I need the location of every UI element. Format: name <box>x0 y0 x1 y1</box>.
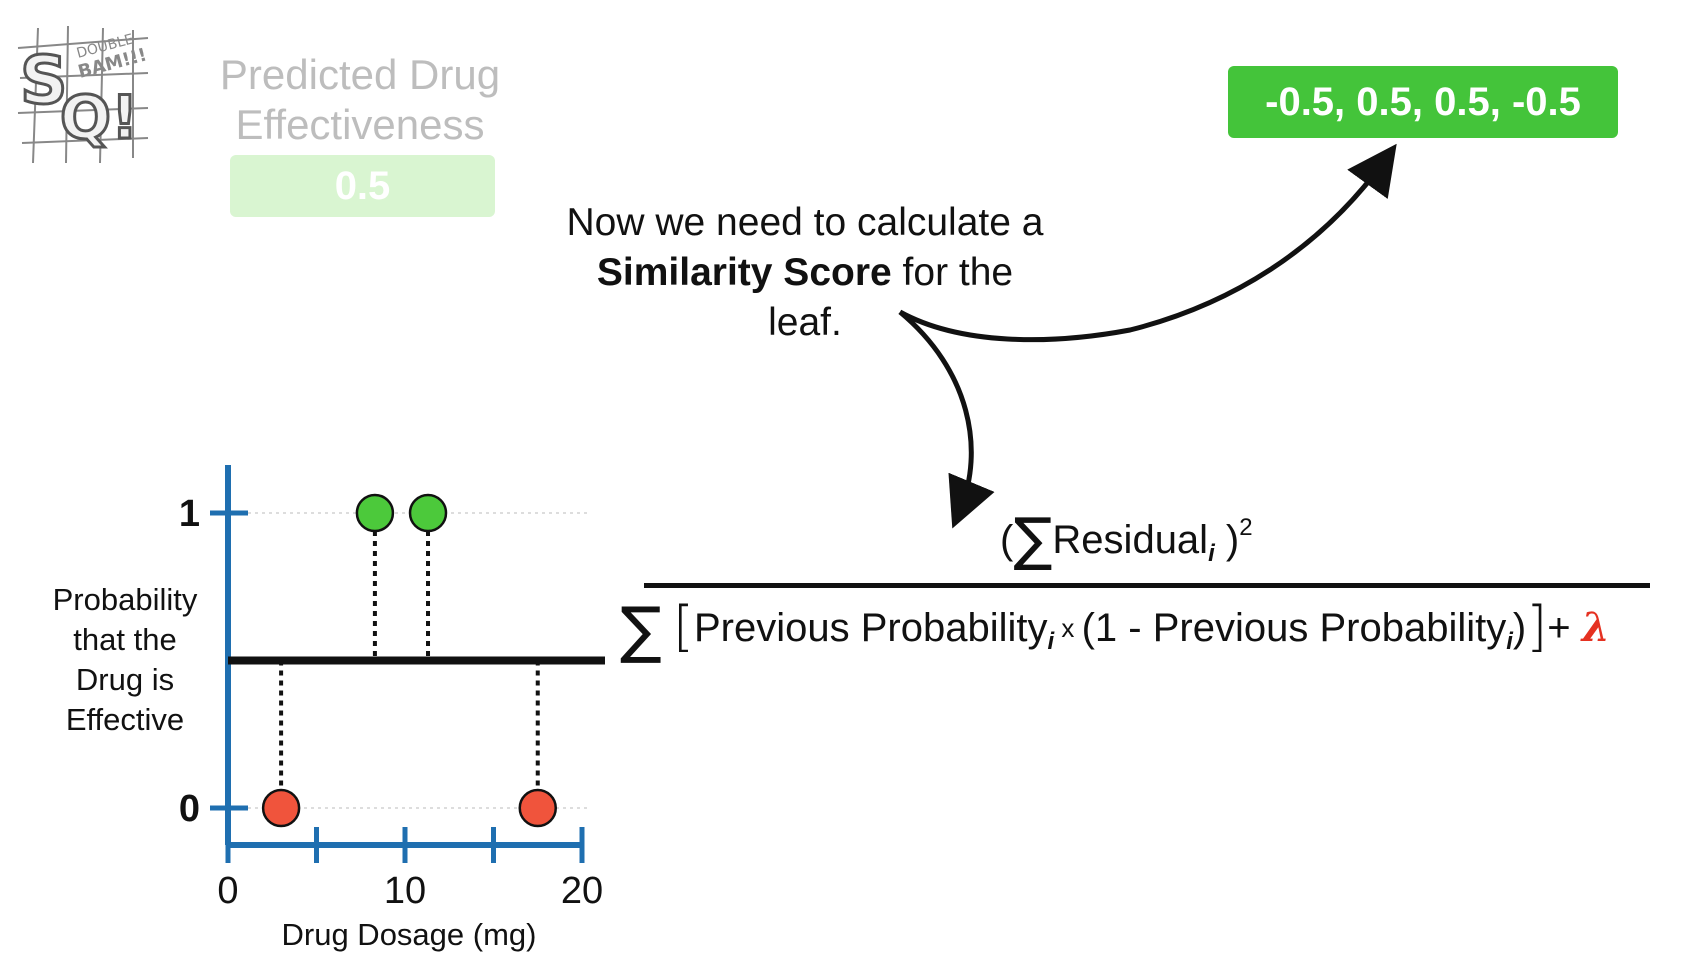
residuals-box: -0.5, 0.5, 0.5, -0.5 <box>1228 66 1618 138</box>
data-point-effective <box>408 493 448 533</box>
den-right-bracket: ] <box>1526 595 1548 658</box>
svg-text:Q!: Q! <box>60 83 138 153</box>
y-axis-label: Probability that the Drug is Effective <box>40 580 210 740</box>
statquest-double-bam-logo: S Q! DOUBLE BAM!!! <box>17 25 149 164</box>
num-open-paren: ( <box>1000 518 1014 562</box>
predicted-value-box: 0.5 <box>230 155 495 217</box>
x-tick-label: 0 <box>217 870 238 912</box>
ylabel-line: Probability <box>52 582 198 617</box>
den-close: ) <box>1512 606 1527 650</box>
data-point-effective <box>355 493 395 533</box>
den-term1: Previous Probability <box>693 606 1048 650</box>
predicted-title-line1: Predicted Drug <box>219 51 501 98</box>
den-left-bracket: [ <box>672 595 694 658</box>
den-sub1: i <box>1047 628 1055 655</box>
caption-text: Now we need to calculate a Similarity Sc… <box>520 198 1090 348</box>
den-sigma: ∑ <box>620 593 662 666</box>
den-mid: (1 - Previous Probability <box>1081 606 1507 650</box>
formula-numerator: (∑Residuali )2 <box>1000 505 1253 573</box>
caption-line2-rest: for the <box>891 251 1014 294</box>
num-sigma: ∑ <box>1013 505 1053 573</box>
x-tick-label: 10 <box>384 870 426 912</box>
num-term: Residual <box>1052 518 1209 562</box>
arrow-to-residuals <box>898 143 1397 343</box>
ylabel-line: Drug is <box>75 662 175 697</box>
fraction-bar <box>644 583 1650 588</box>
x-axis-label: Drug Dosage (mg) <box>282 917 537 952</box>
svg-text:S: S <box>20 42 68 119</box>
predicted-effectiveness-title: Predicted Drug Effectiveness <box>195 50 525 150</box>
den-times: x <box>1054 613 1082 643</box>
y-tick-label: 1 <box>179 493 200 535</box>
den-sub2: i <box>1506 628 1513 655</box>
y-tick-label: 0 <box>179 788 200 830</box>
num-close-paren: ) <box>1214 518 1240 562</box>
lambda-symbol: λ <box>1581 604 1610 651</box>
data-point-not-effective <box>518 788 557 828</box>
arrow-to-formula <box>898 310 995 529</box>
ylabel-line: Effective <box>65 702 185 737</box>
caption-line2: Similarity Score for the <box>520 248 1090 298</box>
den-plus: + <box>1547 606 1582 650</box>
x-tick-label: 20 <box>561 870 603 912</box>
data-point-not-effective <box>261 788 301 828</box>
similarity-score-formula: (∑Residuali )2 ∑ [Previous Probabilityi … <box>620 505 1650 685</box>
num-sub: i <box>1208 540 1215 567</box>
caption-bold-term: Similarity Score <box>596 251 892 294</box>
predicted-title-line2: Effectiveness <box>235 101 485 148</box>
formula-denominator: ∑ [Previous Probabilityi x (1 - Previous… <box>620 593 1610 666</box>
caption-line3: leaf. <box>768 301 842 344</box>
caption-line1: Now we need to calculate a <box>566 201 1044 244</box>
num-sup: 2 <box>1239 514 1253 541</box>
ylabel-line: that the <box>73 622 177 657</box>
